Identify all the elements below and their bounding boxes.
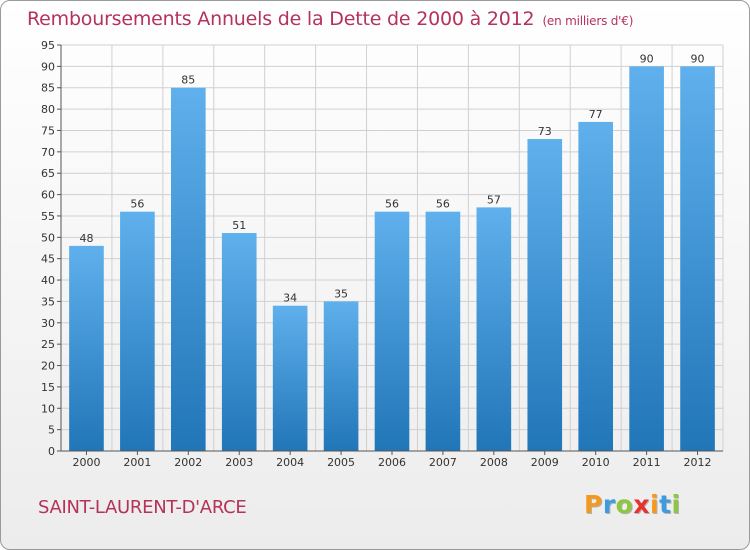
bar bbox=[374, 211, 410, 451]
chart-subtitle: (en milliers d'€) bbox=[542, 14, 634, 28]
x-tick-label: 2010 bbox=[582, 456, 610, 469]
y-tick-label: 55 bbox=[41, 210, 55, 223]
bar bbox=[272, 305, 308, 451]
y-tick-label: 50 bbox=[41, 231, 55, 244]
y-tick-label: 15 bbox=[41, 381, 55, 394]
bar-value-label: 48 bbox=[79, 232, 93, 245]
bar-value-label: 56 bbox=[130, 198, 144, 211]
logo-letter: x bbox=[633, 490, 650, 519]
x-tick-label: 2012 bbox=[684, 456, 712, 469]
x-tick-label: 2003 bbox=[225, 456, 253, 469]
chart-title: Remboursements Annuels de la Dette de 20… bbox=[27, 8, 633, 30]
x-tick-label: 2008 bbox=[480, 456, 508, 469]
bar-value-label: 56 bbox=[436, 198, 450, 211]
x-tick-label: 2005 bbox=[327, 456, 355, 469]
y-tick-label: 45 bbox=[41, 253, 55, 266]
y-tick-label: 20 bbox=[41, 360, 55, 373]
title-text: Remboursements Annuels de la Dette de 20… bbox=[27, 8, 535, 30]
bar-value-label: 51 bbox=[232, 219, 246, 232]
bar bbox=[69, 245, 104, 451]
y-tick-label: 40 bbox=[41, 274, 55, 287]
x-tick-label: 2011 bbox=[633, 456, 661, 469]
logo-letter: P bbox=[584, 490, 603, 519]
x-tick-label: 2000 bbox=[72, 456, 100, 469]
y-tick-label: 95 bbox=[41, 39, 55, 52]
bar-value-label: 90 bbox=[691, 52, 705, 65]
bar-value-label: 56 bbox=[385, 198, 399, 211]
bar-value-label: 77 bbox=[589, 108, 603, 121]
proxiti-logo: Proxiti bbox=[584, 490, 681, 519]
commune-name: SAINT-LAURENT-D'ARCE bbox=[38, 497, 247, 518]
y-tick-label: 65 bbox=[41, 167, 55, 180]
x-tick-label: 2006 bbox=[378, 456, 406, 469]
bars: 48 56 85 51 34 35 56 56 57 73 77 90 90 bbox=[69, 52, 715, 452]
axes: 0 5 10 15 20 25 30 35 40 45 50 55 60 65 70 75 80 85 90 95 20… bbox=[41, 39, 723, 469]
bar bbox=[221, 233, 257, 451]
bar bbox=[120, 211, 155, 451]
y-tick-label: 0 bbox=[48, 445, 55, 458]
bar-value-label: 34 bbox=[283, 292, 297, 305]
bar-value-label: 35 bbox=[334, 287, 348, 300]
x-tick-label: 2002 bbox=[174, 456, 202, 469]
y-tick-label: 30 bbox=[41, 317, 55, 330]
logo-letter: o bbox=[615, 490, 634, 519]
y-tick-label: 70 bbox=[41, 146, 55, 159]
y-tick-label: 75 bbox=[41, 124, 55, 137]
bar bbox=[629, 66, 664, 452]
logo-letter: i bbox=[650, 490, 660, 519]
bar-value-label: 57 bbox=[487, 193, 501, 206]
bar bbox=[680, 66, 715, 452]
bar-value-label: 90 bbox=[640, 52, 654, 65]
x-tick-label: 2001 bbox=[123, 456, 151, 469]
bar-value-label: 73 bbox=[538, 125, 552, 138]
y-tick-label: 5 bbox=[48, 424, 55, 437]
x-tick-label: 2007 bbox=[429, 456, 457, 469]
bar bbox=[323, 301, 359, 451]
y-tick-label: 35 bbox=[41, 295, 55, 308]
bar-value-label: 85 bbox=[181, 74, 195, 87]
y-tick-label: 80 bbox=[41, 103, 55, 116]
bar bbox=[425, 211, 461, 451]
y-tick-label: 90 bbox=[41, 60, 55, 73]
bar bbox=[527, 139, 563, 451]
x-tick-label: 2004 bbox=[276, 456, 304, 469]
y-tick-label: 10 bbox=[41, 402, 55, 415]
y-tick-label: 85 bbox=[41, 82, 55, 95]
x-tick-label: 2009 bbox=[531, 456, 559, 469]
bar bbox=[578, 121, 614, 451]
logo-letter: i bbox=[671, 490, 681, 519]
y-tick-label: 60 bbox=[41, 189, 55, 202]
bar bbox=[476, 207, 512, 451]
logo-letter: r bbox=[602, 490, 616, 519]
bar bbox=[170, 87, 206, 451]
y-tick-label: 25 bbox=[41, 338, 55, 351]
logo-letter: t bbox=[659, 490, 672, 519]
